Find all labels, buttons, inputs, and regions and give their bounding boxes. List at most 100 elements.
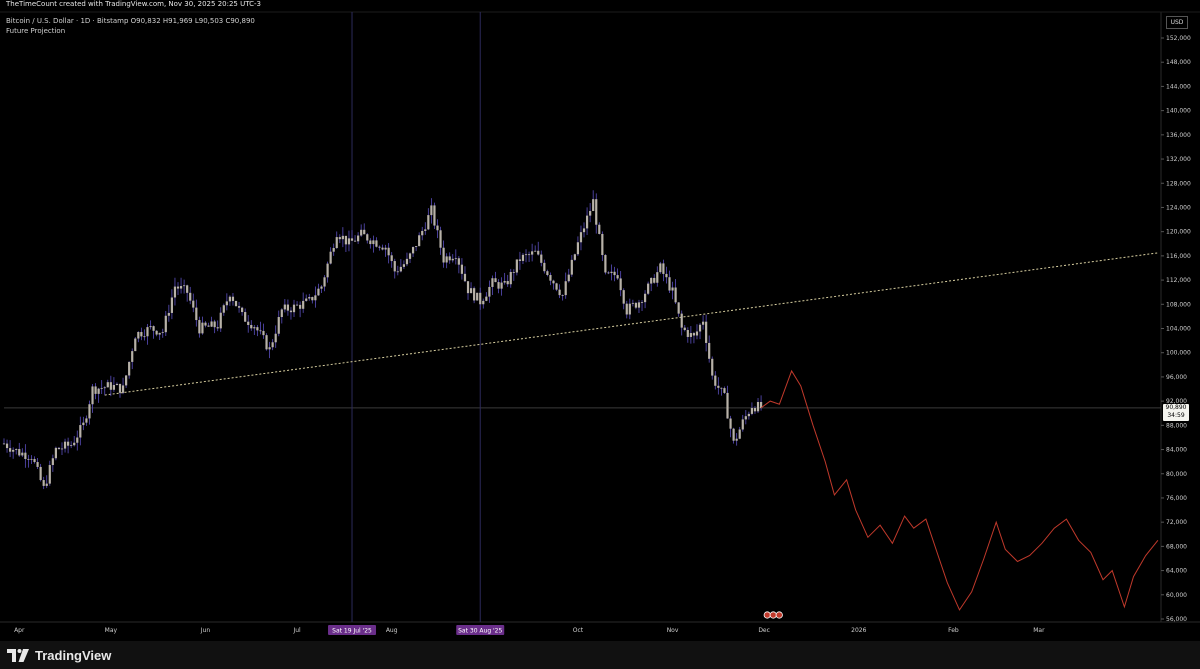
support-trendline[interactable] <box>104 252 1159 396</box>
candle-body <box>506 281 509 285</box>
time-axis[interactable]: Apr May Jun Jul Aug Oct Nov Dec 2026 Feb Mar Sat 19… <box>14 625 1045 635</box>
candle-body <box>57 447 61 450</box>
candle-body <box>442 247 445 263</box>
tradingview-logo[interactable]: TradingView <box>7 646 111 664</box>
candle-body <box>491 278 494 287</box>
candle-body <box>79 425 82 438</box>
price-tick-label: 108,000 <box>1166 301 1191 308</box>
time-tick-label: Aug <box>386 627 398 634</box>
candle-body <box>613 271 616 276</box>
candle-body <box>100 387 103 389</box>
candle-body <box>714 375 717 386</box>
candle-body <box>387 247 390 256</box>
grid-layer <box>0 11 1200 623</box>
candle-body <box>390 255 393 262</box>
price-tick-label: 76,000 <box>1166 495 1187 502</box>
candle-body <box>216 327 219 329</box>
candle-body <box>589 211 592 216</box>
candle-body <box>619 278 622 291</box>
candle-body <box>228 296 232 302</box>
candle-body <box>198 320 201 334</box>
candle-body <box>366 234 369 241</box>
candle-body <box>674 287 677 303</box>
candle-body <box>656 272 659 283</box>
candle-body <box>42 480 45 486</box>
candle-body <box>473 288 476 301</box>
candle-body <box>247 321 250 325</box>
candle-body <box>531 251 534 255</box>
candle-body <box>192 300 195 308</box>
candle-body <box>598 224 601 234</box>
candle-body <box>466 281 470 294</box>
candle-body <box>509 272 512 285</box>
candle-body <box>405 258 409 265</box>
candle-body <box>582 228 586 233</box>
future-projection-line[interactable] <box>760 369 1159 611</box>
candle-body <box>54 447 57 459</box>
candle-body <box>503 281 506 283</box>
candle-body <box>384 247 387 250</box>
candle-body <box>427 215 430 230</box>
candle-body <box>186 285 189 293</box>
candle-body <box>381 247 384 250</box>
indicator-legend[interactable]: Future Projection <box>6 27 66 35</box>
economic-event-icon[interactable] <box>769 611 777 619</box>
candle-body <box>747 413 750 417</box>
candle-body <box>112 385 115 390</box>
candle-body <box>604 255 607 273</box>
candle-body <box>705 321 708 343</box>
candle-body <box>134 338 137 352</box>
candle-body <box>402 264 406 267</box>
candle-body <box>518 259 522 261</box>
symbol-legend[interactable]: Bitcoin / U.S. Dollar · 1D · Bitstamp O9… <box>6 17 255 25</box>
candle-body <box>363 229 366 235</box>
candle-body <box>176 286 180 289</box>
price-tick-label: 60,000 <box>1166 592 1187 599</box>
candle-body <box>39 466 42 481</box>
time-tick-label: Jun <box>200 627 211 634</box>
date-marker-lines <box>351 12 481 622</box>
price-axis[interactable]: 56,000 60,000 64,000 68,000 72,000 76,000 80,0… <box>1161 35 1191 623</box>
price-tick-label: 112,000 <box>1166 277 1191 284</box>
candle-body <box>195 307 198 321</box>
candle-body <box>329 251 332 264</box>
candle-body <box>2 443 6 445</box>
candle-body <box>109 382 112 390</box>
candle-body <box>103 387 106 389</box>
candle-body <box>653 277 656 283</box>
candle-body <box>659 263 662 273</box>
candle-body <box>524 254 528 256</box>
economic-event-icon[interactable] <box>775 611 783 619</box>
candle-body <box>85 418 88 423</box>
candle-body <box>485 296 488 301</box>
candle-body <box>698 324 702 332</box>
candle-body <box>274 333 277 343</box>
candle-body <box>622 290 625 304</box>
candle-body <box>350 238 354 241</box>
candle-body <box>567 274 570 282</box>
candle-body <box>115 383 119 386</box>
candle-body <box>357 235 360 242</box>
time-tick-label: Jul <box>292 627 301 634</box>
candle-body <box>457 258 460 265</box>
candle-body <box>335 237 338 249</box>
candle-body <box>601 233 604 256</box>
candle-body <box>640 302 644 303</box>
candle-body <box>213 321 216 328</box>
candle-body <box>237 306 241 308</box>
candle-body <box>665 273 668 278</box>
event-icons[interactable] <box>763 611 783 619</box>
candle-body <box>717 385 720 388</box>
candle-body <box>259 330 262 332</box>
candle-body <box>460 264 464 274</box>
candle-body <box>283 304 286 310</box>
candle-body <box>668 277 671 291</box>
candle-body <box>378 246 381 248</box>
candle-body <box>277 317 280 334</box>
economic-event-icon[interactable] <box>763 611 771 619</box>
candle-body <box>167 312 170 316</box>
currency-selector[interactable]: USD <box>1166 16 1188 29</box>
candle-body <box>244 312 247 322</box>
candle-body <box>118 383 122 393</box>
